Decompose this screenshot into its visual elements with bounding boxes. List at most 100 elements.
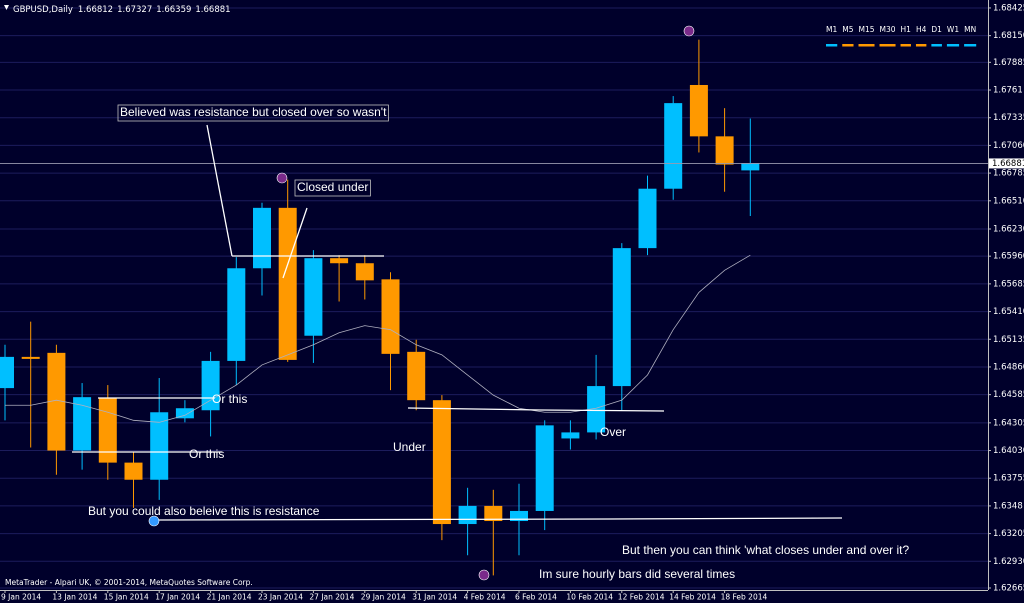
candle-body: [561, 432, 580, 439]
y-tick-label: 1.66230: [993, 224, 1024, 234]
annotation: Under: [393, 440, 426, 454]
trend-line: [609, 517, 843, 520]
candle-body: [304, 258, 323, 336]
timeframe-indicator: [915, 44, 927, 47]
timeframe-indicator: [900, 44, 911, 47]
y-tick-label: 1.64305: [993, 418, 1024, 428]
y-tick-label: 1.6348: [993, 501, 1023, 511]
y-tick-label: 1.66785: [993, 169, 1024, 179]
fractal-marker: [148, 515, 160, 527]
candle-body: [587, 386, 606, 433]
timeframe-button[interactable]: H4: [916, 25, 927, 34]
y-tick-label: 1.62930: [993, 557, 1024, 567]
annotation-box: [117, 104, 389, 122]
y-tick-label: 1.68425: [993, 3, 1024, 13]
trend-line: [539, 409, 665, 412]
candle-body: [47, 352, 66, 451]
timeframe-indicator: [964, 44, 977, 47]
header-close: 1.66881: [195, 5, 230, 15]
candle-body: [638, 188, 657, 249]
candle-body: [227, 268, 246, 361]
plot: [0, 39, 988, 576]
timeframe-indicator: [826, 44, 838, 47]
trend-line: [154, 518, 611, 521]
x-tick-label: 21 Jan 2014: [207, 593, 252, 602]
timeframe-indicator: [858, 44, 875, 47]
x-tick-label: 4 Feb 2014: [464, 593, 506, 602]
candle-body: [664, 103, 683, 189]
candle-body: [432, 400, 451, 525]
trend-line: [282, 207, 308, 279]
timeframe-button[interactable]: H1: [901, 25, 912, 34]
candle-body: [407, 351, 426, 401]
timeframe-button[interactable]: MN: [964, 25, 976, 34]
candle-body: [689, 84, 708, 137]
candle-body: [124, 462, 143, 480]
candle-body: [612, 248, 631, 387]
candle-body: [381, 279, 400, 354]
timeframe-button[interactable]: W1: [947, 25, 959, 34]
timeframe-indicator: [842, 44, 854, 47]
annotation: Im sure hourly bars did several times: [539, 567, 735, 581]
fractal-marker: [276, 172, 288, 184]
timeframe-button[interactable]: M30: [880, 25, 896, 34]
y-tick-label: 1.65135: [993, 335, 1024, 345]
y-tick-label: 1.63205: [993, 529, 1024, 539]
annotation: Or this: [189, 447, 224, 461]
x-tick-label: 18 Feb 2014: [721, 593, 768, 602]
x-tick-label: 17 Jan 2014: [155, 593, 200, 602]
y-tick-label: 1.66510: [993, 196, 1024, 206]
annotation: But you could also beleive this is resis…: [88, 504, 320, 518]
y-tick-label: 1.6761: [993, 86, 1023, 96]
symbol-icon: [4, 5, 9, 10]
candle-body: [355, 263, 374, 281]
timeframe-button[interactable]: D1: [931, 25, 942, 34]
fractal-marker: [683, 25, 695, 37]
header: GBPUSD,Daily 1.66812 1.67327 1.66359 1.66881: [13, 5, 231, 15]
trend-line: [407, 407, 541, 411]
timeframe-indicator: [946, 44, 960, 47]
candle-body: [73, 397, 92, 451]
x-tick-label: 9 Jan 2014: [1, 593, 41, 602]
y-tick-label: 1.63755: [993, 474, 1024, 484]
y-tick-label: 1.65685: [993, 279, 1024, 289]
y-tick-label: 1.64585: [993, 390, 1024, 400]
y-tick-label: 1.67885: [993, 58, 1024, 68]
annotation-box: [294, 179, 371, 197]
fractal-marker: [478, 569, 490, 581]
candle-body: [330, 258, 349, 264]
y-tick-label: 1.68150: [993, 31, 1024, 41]
candle-body: [98, 398, 117, 463]
x-tick-label: 27 Jan 2014: [309, 593, 354, 602]
timeframe-button[interactable]: M15: [859, 25, 875, 34]
x-tick-label: 13 Jan 2014: [52, 593, 97, 602]
annotation: Believed was resistance but closed over …: [120, 105, 387, 119]
copyright: MetaTrader - Alpari UK, © 2001-2014, Met…: [5, 578, 253, 587]
x-tick-label: 31 Jan 2014: [412, 593, 457, 602]
candle-body: [535, 425, 554, 511]
y-tick-label: 1.65960: [993, 252, 1024, 262]
x-tick-label: 12 Feb 2014: [618, 593, 665, 602]
timeframe-button[interactable]: M1: [826, 25, 837, 34]
x-tick-label: 10 Feb 2014: [566, 593, 613, 602]
candle-body: [715, 136, 734, 165]
x-tick-label: 14 Feb 2014: [669, 593, 716, 602]
candle-body: [510, 510, 528, 522]
trend-line: [206, 124, 233, 257]
y-tick-label: 1.67335: [993, 113, 1024, 123]
timeframe-indicator: [931, 44, 942, 47]
candle-body: [150, 412, 169, 480]
current-price-box: [989, 158, 1024, 169]
y-tick-label: 1.64030: [993, 446, 1024, 456]
moving-average: [5, 254, 751, 423]
x-tick-label: 29 Jan 2014: [361, 593, 406, 602]
timeframe-button[interactable]: M5: [842, 25, 853, 34]
annotation: Or this: [212, 392, 247, 406]
candle-body: [253, 207, 271, 269]
chart-title: GBPUSD,Daily: [13, 5, 73, 15]
y-tick-label: 1.64860: [993, 362, 1024, 372]
candle-body: [458, 505, 477, 525]
